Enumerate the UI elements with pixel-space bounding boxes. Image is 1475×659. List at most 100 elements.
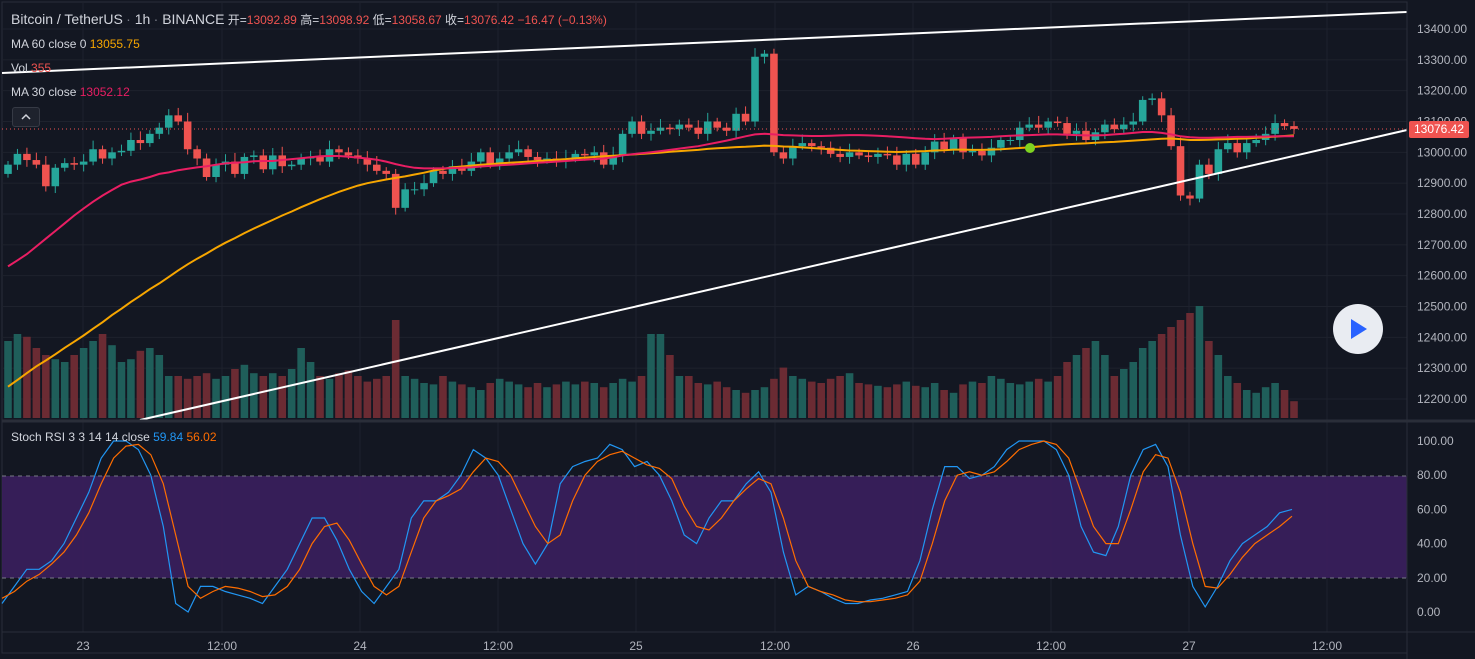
stoch-tick-label: 40.00 [1417, 537, 1447, 551]
volume-bar [306, 362, 315, 418]
volume-bar [798, 378, 807, 418]
volume-bar [146, 348, 154, 418]
candle-body [250, 155, 258, 157]
stoch-legend[interactable]: Stoch RSI 3 3 14 14 close 59.84 56.02 [11, 430, 217, 444]
volume-bar [164, 376, 173, 418]
volume-bar [117, 362, 126, 418]
stoch-label: Stoch RSI 3 3 14 14 close [11, 430, 150, 444]
volume-bar [1091, 341, 1100, 418]
volume-bar [618, 378, 627, 418]
candle-body [1176, 146, 1185, 196]
candle-body [911, 153, 920, 165]
candle-body [108, 152, 116, 159]
volume-bar [1053, 376, 1062, 418]
volume-bar [363, 381, 372, 418]
volume-bar [42, 355, 50, 418]
volume-bar [391, 320, 400, 418]
volume-bar [60, 362, 69, 418]
volume-bar [845, 373, 854, 418]
volume-bar [174, 376, 182, 418]
candle-body [770, 53, 778, 153]
volume-bar [760, 387, 769, 418]
volume-bar [713, 381, 721, 418]
ma60-legend[interactable]: MA 60 close 0 13055.75 [11, 37, 140, 51]
volume-bar [1110, 376, 1119, 418]
ma-cross-marker [1025, 143, 1035, 153]
volume-bar [741, 392, 750, 418]
volume-bar [89, 341, 97, 418]
price-tick-label: 12400.00 [1417, 330, 1467, 344]
trendline-upper[interactable] [1, 11, 1408, 74]
volume-bar [420, 383, 428, 418]
time-axis[interactable]: 23 12:00 24 12:00 25 12:00 26 12:00 27 12:00 [76, 639, 1342, 653]
candle-body [817, 146, 825, 148]
volume-bar [968, 381, 977, 418]
volume-bar [874, 385, 882, 418]
candle-body [1252, 140, 1260, 144]
candle-body [477, 152, 485, 162]
time-tick-label: 12:00 [760, 639, 790, 653]
candle-body [1233, 143, 1242, 153]
header-legend: Bitcoin / TetherUS · 1h · BINANCE 开=1309… [11, 11, 607, 27]
symbol-name[interactable]: Bitcoin / TetherUS [11, 11, 123, 27]
volume-bar [675, 376, 684, 418]
candle-body [533, 156, 542, 161]
price-tick-label: 13300.00 [1417, 53, 1467, 67]
candle-body [1072, 130, 1081, 134]
candle-body [779, 152, 788, 159]
vol-value: 355 [31, 61, 52, 75]
volume-bar [514, 384, 523, 418]
volume-bar [524, 387, 532, 418]
candle-body [32, 160, 41, 165]
volume-bar [1271, 383, 1279, 418]
collapse-legend-button[interactable] [12, 107, 40, 127]
price-axis[interactable]: 13400.0013300.0013200.0013100.0013000.00… [1417, 22, 1467, 406]
candle-body [968, 150, 977, 153]
candle-body [316, 156, 324, 162]
ma30-value: 13052.12 [79, 85, 130, 99]
volume-bar [751, 390, 759, 418]
volume-bar [108, 345, 116, 418]
price-tick-label: 12800.00 [1417, 207, 1467, 221]
candle-body [146, 133, 154, 144]
volume-bar [959, 384, 967, 418]
candle-body [798, 143, 807, 147]
candle-body [448, 166, 457, 174]
candle-body [524, 149, 532, 157]
volume-bar [344, 370, 353, 418]
candle-body [618, 133, 627, 156]
trendline-lower[interactable] [139, 129, 1408, 421]
open-value: 13092.89 [246, 13, 297, 27]
candle-body [202, 158, 211, 177]
volume-bar [940, 390, 948, 418]
ma30-legend[interactable]: MA 30 close 13052.12 [11, 85, 130, 99]
candle-body [628, 121, 636, 134]
candle-body [921, 152, 930, 165]
candle-body [1110, 124, 1119, 130]
volume-bar [372, 378, 381, 418]
stoch-tick-label: 60.00 [1417, 502, 1447, 516]
candle-body [372, 164, 381, 171]
vol-legend[interactable]: Vol 355 [11, 61, 51, 75]
volume-bar [1280, 390, 1289, 418]
volume-bar [543, 387, 551, 418]
candle-body [287, 164, 296, 167]
stoch-axis[interactable]: 100.00 80.00 60.00 40.00 20.00 0.00 [1417, 434, 1454, 619]
volume-bar [448, 381, 457, 418]
candle-body [335, 149, 343, 153]
candle-body [1167, 115, 1175, 147]
candle-body [212, 164, 220, 177]
candle-body [4, 164, 12, 174]
time-tick-label: 26 [906, 639, 920, 653]
candle-body [685, 124, 693, 128]
candle-body [732, 113, 740, 131]
play-button[interactable] [1333, 304, 1383, 354]
volume-bar [779, 367, 788, 418]
volume-bar [628, 381, 636, 418]
candle-body [127, 140, 135, 151]
volume-bar [354, 376, 362, 418]
candle-body [571, 153, 580, 159]
interval[interactable]: 1h [134, 11, 151, 27]
candle-body [694, 127, 703, 134]
